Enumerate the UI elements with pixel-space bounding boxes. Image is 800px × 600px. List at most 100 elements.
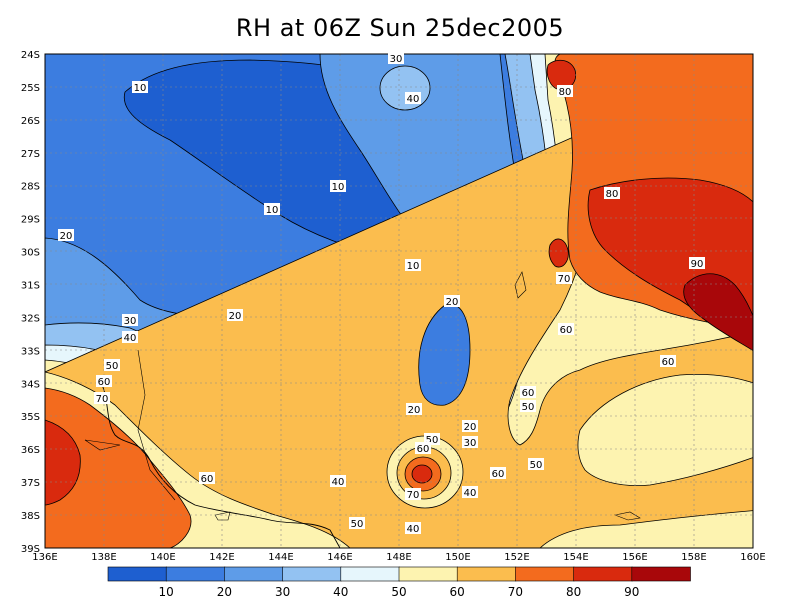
contour-label: 20 <box>406 403 422 416</box>
svg-text:60: 60 <box>98 377 111 388</box>
rh-band-50-60-inner <box>577 374 753 487</box>
colorbar-swatch <box>224 566 284 582</box>
latitude-label: 39S <box>21 544 40 555</box>
longitude-label: 158E <box>681 552 706 563</box>
grid <box>45 54 753 548</box>
longitude-labels: 136E 138E 140E 142E 144E 146E 148E 150E 152E 154E… <box>32 552 765 563</box>
latitude-label: 35S <box>21 412 40 423</box>
colorbar-label: 10 <box>159 585 174 599</box>
contour-label: 50 <box>520 400 536 413</box>
colorbar-swatch <box>515 566 575 582</box>
colorbar-label: 80 <box>566 585 581 599</box>
contour-label: 20 <box>58 229 74 242</box>
colorbar-label: 60 <box>450 585 465 599</box>
longitude-label: 140E <box>150 552 175 563</box>
svg-text:50: 50 <box>522 402 535 413</box>
colorbar-label: 40 <box>333 585 348 599</box>
contour-label: 50 <box>349 517 365 530</box>
colorbar-label: 90 <box>624 585 639 599</box>
colorbar-swatch <box>456 566 517 582</box>
contour-label: 80 <box>604 187 620 200</box>
svg-text:60: 60 <box>522 388 535 399</box>
svg-text:60: 60 <box>492 469 505 480</box>
colorbar: 10 20 30 40 50 60 70 80 90 <box>107 566 691 599</box>
colorbar-swatch <box>398 566 459 582</box>
svg-text:80: 80 <box>606 189 619 200</box>
contour-label: 70 <box>405 488 421 501</box>
svg-text:60: 60 <box>417 444 430 455</box>
latitude-label: 34S <box>21 379 40 390</box>
map-title: RH at 06Z Sun 25dec2005 <box>235 14 565 42</box>
svg-text:80: 80 <box>559 87 572 98</box>
contour-label: 60 <box>415 442 431 455</box>
svg-text:30: 30 <box>464 438 477 449</box>
svg-text:50: 50 <box>530 460 543 471</box>
contour-label: 50 <box>104 359 120 372</box>
rh-bullseye-80 <box>411 464 433 484</box>
state-border-2 <box>84 439 121 451</box>
longitude-label: 156E <box>622 552 647 563</box>
svg-text:20: 20 <box>60 231 73 242</box>
svg-text:40: 40 <box>407 94 420 105</box>
longitude-label: 154E <box>563 552 588 563</box>
svg-text:60: 60 <box>662 357 675 368</box>
svg-text:20: 20 <box>408 405 421 416</box>
svg-text:10: 10 <box>332 182 345 193</box>
svg-text:70: 70 <box>558 274 571 285</box>
colorbar-swatch <box>631 566 691 582</box>
svg-text:70: 70 <box>96 394 109 405</box>
rh-loop-20 <box>418 303 471 406</box>
contour-label: 50 <box>528 458 544 471</box>
longitude-label: 152E <box>504 552 529 563</box>
contour-label: 70 <box>94 392 110 405</box>
latitude-label: 38S <box>21 511 40 522</box>
longitude-label: 148E <box>386 552 411 563</box>
contour-label: 40 <box>462 486 478 499</box>
state-border-3 <box>214 511 231 521</box>
svg-text:60: 60 <box>560 325 573 336</box>
svg-text:20: 20 <box>464 422 477 433</box>
contour-label: 40 <box>405 92 421 105</box>
contour-label: 10 <box>264 203 280 216</box>
latitude-label: 36S <box>21 445 40 456</box>
contour-label: 20 <box>444 295 460 308</box>
longitude-label: 144E <box>268 552 293 563</box>
rh-band-80-90-left <box>45 419 81 506</box>
svg-text:50: 50 <box>351 519 364 530</box>
contour-label: 60 <box>96 375 112 388</box>
svg-text:30: 30 <box>390 54 403 65</box>
latitude-label: 28S <box>21 182 40 193</box>
contour-label: 60 <box>520 386 536 399</box>
longitude-label: 136E <box>32 552 57 563</box>
latitude-label: 32S <box>21 313 40 324</box>
contour-label: 10 <box>132 81 148 94</box>
svg-text:50: 50 <box>106 361 119 372</box>
longitude-label: 142E <box>209 552 234 563</box>
latitude-label: 31S <box>21 281 40 292</box>
svg-text:40: 40 <box>124 333 137 344</box>
contour-label: 60 <box>199 472 215 485</box>
latitude-label: 37S <box>21 478 40 489</box>
svg-text:40: 40 <box>332 477 345 488</box>
colorbar-label: 30 <box>275 585 290 599</box>
contour-labels: 10 10 10 10 20 20 20 20 20 30 30 30 40 40 40 40 40 50 50 50… <box>58 52 705 535</box>
longitude-label: 160E <box>740 552 765 563</box>
state-border-4 <box>514 271 527 299</box>
svg-text:70: 70 <box>407 490 420 501</box>
colorbar-label: 70 <box>508 585 523 599</box>
contour-label: 20 <box>462 420 478 433</box>
contour-label: 70 <box>556 272 572 285</box>
svg-text:90: 90 <box>691 259 704 270</box>
svg-text:20: 20 <box>229 311 242 322</box>
svg-text:10: 10 <box>266 205 279 216</box>
contour-label: 40 <box>405 522 421 535</box>
rh-band-above-90 <box>683 273 753 352</box>
contour-label: 40 <box>122 331 138 344</box>
colorbar-swatch <box>107 566 168 582</box>
colorbar-label: 20 <box>217 585 232 599</box>
colorbar-swatch <box>340 566 400 582</box>
contour-label: 10 <box>330 180 346 193</box>
rh-filled-contours <box>45 54 753 548</box>
contour-label: 80 <box>557 85 573 98</box>
latitude-label: 25S <box>21 83 40 94</box>
